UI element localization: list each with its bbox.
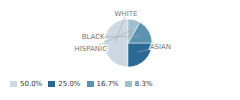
- html-text:8.3%: 8.3%: [134, 80, 153, 88]
- svg-text:ASIAN: ASIAN: [150, 43, 171, 51]
- html-text:25.0%: 25.0%: [58, 80, 81, 88]
- svg-text:BLACK: BLACK: [82, 33, 105, 41]
- svg-text:WHITE: WHITE: [115, 10, 138, 18]
- html-text:50.0%: 50.0%: [20, 80, 43, 88]
- html-text:16.7%: 16.7%: [96, 80, 119, 88]
- svg-text:HISPANIC: HISPANIC: [75, 45, 108, 53]
